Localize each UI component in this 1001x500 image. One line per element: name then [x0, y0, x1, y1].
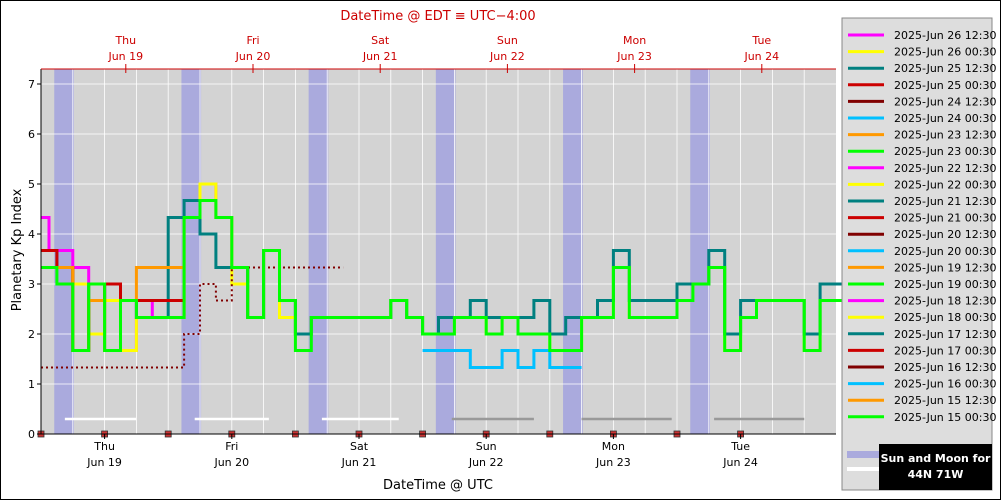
legend-entry-label: 2025-Jun 17 12:30 [894, 328, 996, 341]
legend-entry-label: 2025-Jun 17 00:30 [894, 344, 996, 357]
legend-entry-label: 2025-Jun 18 00:30 [894, 311, 996, 324]
top-tick-label-date: Jun 24 [743, 50, 779, 63]
series-line-7 [41, 199, 852, 352]
legend-entry-label: 2025-Jun 21 00:30 [894, 212, 996, 225]
legend-entry-label: 2025-Jun 18 12:30 [894, 295, 996, 308]
legend-entry-label: 2025-Jun 22 12:30 [894, 162, 996, 175]
top-tick-label-dow: Sun [497, 34, 518, 47]
x-axis-label: DateTime @ UTC [383, 478, 493, 493]
legend-entry-label: 2025-Jun 25 12:30 [894, 62, 996, 75]
top-tick-label-date: Jun 19 [107, 50, 143, 63]
y-tick-label: 0 [28, 428, 35, 441]
x-tick-label-dow: Fri [225, 440, 238, 453]
y-tick-label: 1 [28, 378, 35, 391]
top-tick-label-date: Jun 20 [235, 50, 271, 63]
y-tick-label: 3 [28, 278, 35, 291]
legend-entry-label: 2025-Jun 15 12:30 [894, 394, 996, 407]
top-tick-label-date: Jun 22 [489, 50, 525, 63]
legend-entry-label: 2025-Jun 16 00:30 [894, 378, 996, 391]
night-band [308, 69, 329, 434]
top-tick-label-dow: Fri [246, 34, 259, 47]
legend: 2025-Jun 26 12:30 2025-Jun 26 00:30 2025-J… [841, 17, 996, 491]
top-tick-label-date: Jun 21 [362, 50, 398, 63]
legend-entry-label: 2025-Jun 20 12:30 [894, 228, 996, 241]
legend-box [841, 17, 993, 491]
sun-moon-line1: Sun and Moon for [880, 452, 991, 465]
night-band [690, 69, 710, 434]
sun-moon-line2: 44N 71W [907, 468, 964, 481]
series-line-4 [41, 266, 344, 369]
y-tick-label: 7 [28, 78, 35, 91]
y-tick-label: 2 [28, 328, 35, 341]
y-tick-label: 4 [28, 228, 35, 241]
x-tick-label-date: Jun 22 [468, 456, 504, 469]
night-band [435, 69, 456, 434]
legend-entry-label: 2025-Jun 21 12:30 [894, 195, 996, 208]
chart-title: DateTime @ EDT ≡ UTC−4:00 [340, 9, 535, 24]
legend-entry-label: 2025-Jun 19 00:30 [894, 278, 996, 291]
top-tick-label-dow: Tue [751, 34, 771, 47]
legend-moon-swatch [847, 467, 885, 471]
legend-entry-label: 2025-Jun 24 12:30 [894, 95, 996, 108]
legend-entry-label: 2025-Jun 26 12:30 [894, 29, 996, 42]
legend-night-swatch [847, 451, 885, 458]
legend-entry-label: 2025-Jun 20 00:30 [894, 245, 996, 258]
night-band [181, 69, 202, 434]
x-tick-label-dow: Thu [93, 440, 115, 453]
legend-entry-label: 2025-Jun 24 00:30 [894, 112, 996, 125]
legend-entry-label: 2025-Jun 15 00:30 [894, 411, 996, 424]
x-tick-label-dow: Tue [730, 440, 750, 453]
legend-entry-label: 2025-Jun 22 00:30 [894, 178, 996, 191]
x-tick-label-date: Jun 19 [86, 456, 122, 469]
y-axis-label: Planetary Kp Index [10, 188, 25, 311]
legend-entry-label: 2025-Jun 25 00:30 [894, 79, 996, 92]
night-band [563, 69, 583, 434]
sun-moon-box: Sun and Moon for 44N 71W [879, 444, 992, 490]
legend-entry-label: 2025-Jun 23 00:30 [894, 145, 996, 158]
series-line-5 [422, 349, 582, 369]
y-tick-label: 6 [28, 128, 35, 141]
x-tick-label-dow: Sat [350, 440, 369, 453]
legend-entry-label: 2025-Jun 19 12:30 [894, 261, 996, 274]
top-tick-label-date: Jun 23 [616, 50, 652, 63]
plot-area: 0 1 2 3 4 5 6 7 Thu Jun 19 Fri Jun 20 Sat Jun 21 Sun Ju… [28, 34, 852, 469]
y-tick-label: 5 [28, 178, 35, 191]
x-tick-label-date: Jun 24 [722, 456, 758, 469]
top-tick-label-dow: Mon [623, 34, 646, 47]
top-tick-label-dow: Thu [114, 34, 136, 47]
x-tick-label-dow: Mon [602, 440, 625, 453]
x-tick-label-date: Jun 20 [213, 456, 249, 469]
legend-entry-label: 2025-Jun 23 12:30 [894, 129, 996, 142]
legend-entry-label: 2025-Jun 26 00:30 [894, 46, 996, 59]
x-tick-label-date: Jun 21 [341, 456, 377, 469]
x-tick-label-date: Jun 23 [595, 456, 631, 469]
top-tick-label-dow: Sat [371, 34, 390, 47]
legend-entry-label: 2025-Jun 16 12:30 [894, 361, 996, 374]
x-tick-label-dow: Sun [476, 440, 497, 453]
